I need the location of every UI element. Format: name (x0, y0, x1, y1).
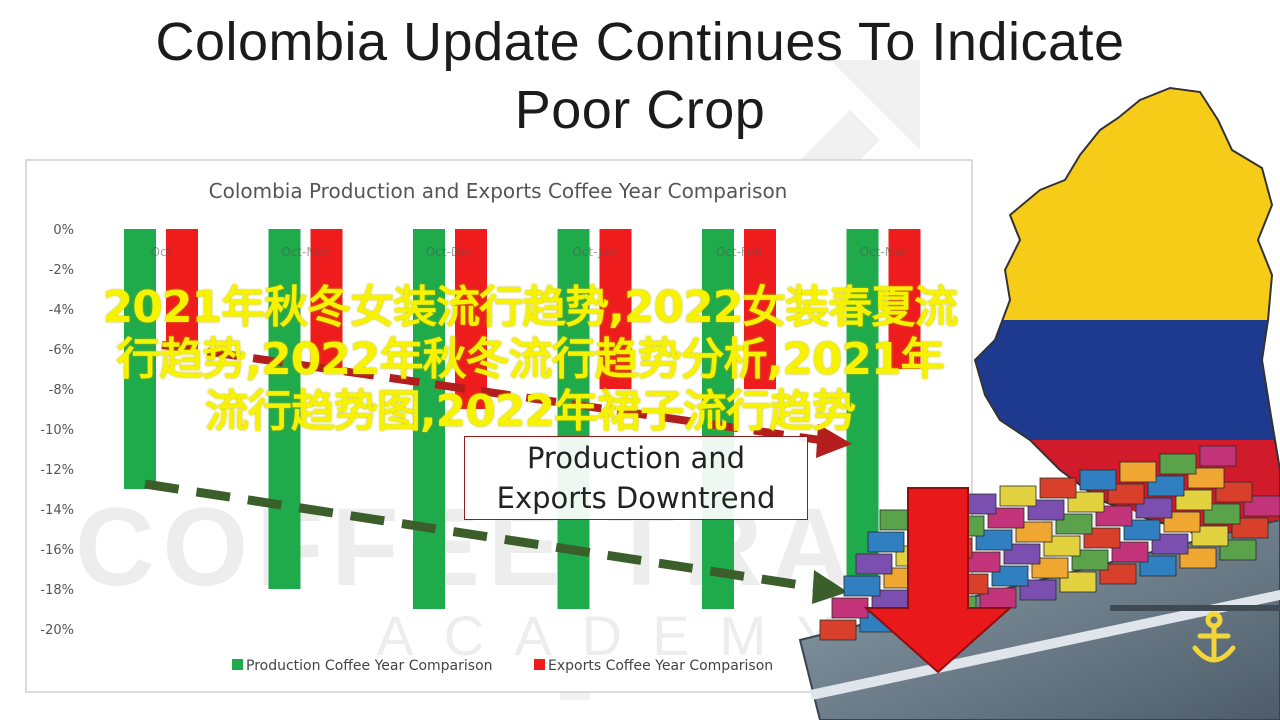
bars (124, 229, 921, 609)
legend-swatch (534, 659, 545, 670)
legend: Production Coffee Year Comparison Exports… (232, 658, 773, 674)
red-down-arrow-graphic (863, 487, 1013, 674)
y-tick-label: -20% (40, 623, 74, 638)
y-tick-label: -10% (40, 423, 74, 438)
chart-title: Colombia Production and Exports Coffee Y… (209, 179, 788, 203)
exports-bar (455, 229, 487, 409)
downtrend-arrows (144, 341, 852, 604)
category-label: Oct-Jan (572, 245, 616, 259)
y-tick-label: -6% (49, 343, 74, 358)
overlay-caption-line-1: 2021年秋冬女装流行趋势,2022女装春夏流 (102, 282, 959, 333)
anchor-icon (1192, 611, 1236, 663)
y-tick-label: -2% (49, 263, 74, 278)
watermark-sub: ACADEMY (377, 604, 864, 667)
category-label: Oct-Dec (426, 245, 474, 259)
category-label: Oct (151, 245, 172, 259)
callout-line-2: Exports Downtrend (496, 481, 776, 515)
exports-bar (166, 229, 198, 349)
y-tick-label: -12% (40, 463, 74, 478)
production-bar (702, 229, 734, 609)
production-bar (846, 229, 879, 589)
overlay-caption-line-2: 行趋势,2022年秋冬流行趋势分析,2021年 (116, 334, 944, 385)
slide-title-line-2: Poor Crop (514, 80, 766, 140)
slide-title: Colombia Update Continues To Indicate Po… (0, 8, 1280, 144)
y-tick-label: -14% (40, 503, 74, 518)
y-tick-label: -16% (40, 543, 74, 558)
legend-label: Production Coffee Year Comparison (246, 658, 493, 674)
overlay-caption-line-3: 流行趋势图,2022年裙子流行趋势 (204, 386, 856, 437)
slide-title-line-1: Colombia Update Continues To Indicate (155, 12, 1125, 72)
y-axis: 0% -2% -4% -6% -8% -10% -12% -14% -16% -18% -20% (40, 223, 74, 638)
downtrend-callout: Production and Exports Downtrend (464, 436, 808, 520)
y-tick-label: 0% (53, 223, 74, 238)
category-label: Oct-Nov (281, 245, 330, 259)
exports-bar (744, 229, 776, 389)
callout-line-1: Production and (526, 441, 746, 475)
exports-bar (888, 229, 921, 369)
overlay-caption: 2021年秋冬女装流行趋势,2022女装春夏流 行趋势,2022年秋冬流行趋势分… (0, 282, 1060, 438)
production-bar (124, 229, 156, 489)
category-labels: Oct Oct-Nov Oct-Dec Oct-Jan Oct-Feb Oct-Mar (151, 245, 908, 259)
category-label: Oct-Mar (860, 245, 908, 259)
exports-bar (599, 229, 632, 389)
y-tick-label: -18% (40, 583, 74, 598)
exports-bar (310, 229, 343, 369)
production-bar (268, 229, 301, 589)
legend-label: Exports Coffee Year Comparison (548, 658, 773, 674)
category-label: Oct-Feb (716, 245, 762, 259)
legend-swatch (232, 659, 243, 670)
y-tick-label: -4% (49, 303, 74, 318)
production-bar (413, 229, 445, 609)
y-tick-label: -8% (49, 383, 74, 398)
